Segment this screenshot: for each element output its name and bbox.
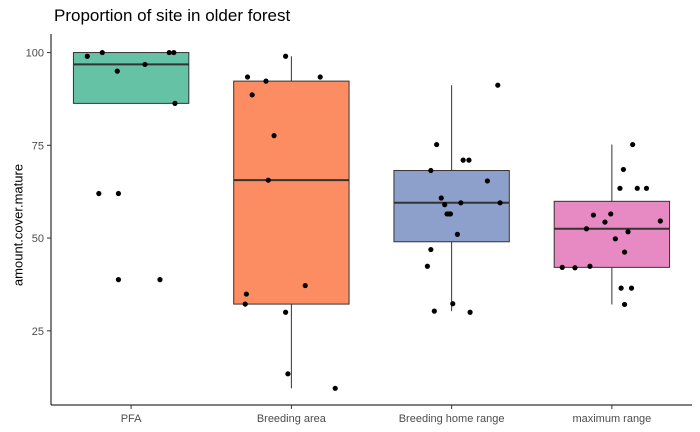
data-point (431, 308, 437, 314)
data-point (428, 167, 434, 174)
data-point (625, 229, 631, 235)
box-3 (393, 170, 510, 243)
data-point (497, 200, 503, 206)
axes-layer: 25 50 75 100 PFA Breeding area Breeding home r… (26, 34, 692, 425)
data-point (657, 218, 663, 224)
x-tick-label: maximum range (572, 413, 651, 425)
data-point (628, 285, 635, 291)
data-point (442, 202, 448, 208)
data-point (608, 211, 614, 217)
x-tick-label: Breeding area (257, 413, 327, 425)
x-tick-label: Breeding home range (399, 413, 505, 425)
data-point (242, 301, 248, 307)
data-point (157, 277, 163, 283)
data-point (428, 246, 434, 253)
y-tick-label: 100 (26, 48, 44, 60)
box-1 (72, 52, 190, 104)
data-point (454, 231, 460, 237)
data-point (114, 68, 120, 74)
data-point (438, 195, 444, 201)
data-point (283, 309, 289, 315)
boxes-layer (72, 52, 671, 389)
y-tick-label: 50 (32, 233, 44, 245)
chart-title: Proportion of site in older forest (54, 6, 291, 25)
data-point (612, 236, 618, 242)
data-point (643, 185, 650, 191)
data-point (249, 92, 255, 98)
data-point (265, 177, 271, 183)
data-point (590, 212, 597, 218)
data-point (115, 277, 122, 283)
data-point (583, 226, 590, 232)
data-point (285, 371, 291, 377)
x-tick-label: PFA (121, 413, 142, 425)
data-point (244, 74, 251, 80)
data-point (460, 157, 466, 163)
data-point (602, 219, 608, 225)
data-point (572, 265, 578, 271)
data-point (447, 211, 454, 217)
data-point (434, 141, 440, 148)
y-tick-label: 75 (32, 140, 44, 152)
data-point (620, 166, 627, 173)
data-point (621, 249, 628, 255)
data-point (115, 190, 122, 197)
data-point (302, 282, 308, 289)
data-point (172, 100, 178, 106)
data-point (630, 141, 636, 148)
data-point (484, 178, 490, 184)
data-point (634, 185, 640, 191)
y-tick-label: 25 (32, 326, 44, 338)
points-layer (84, 49, 663, 391)
data-point (559, 264, 565, 270)
data-point (84, 53, 90, 59)
data-point (96, 190, 102, 197)
data-point (617, 185, 623, 191)
data-point (271, 133, 277, 139)
data-point (263, 78, 269, 84)
data-point (467, 309, 473, 315)
box-2 (233, 80, 350, 305)
data-point (424, 263, 430, 269)
data-point (450, 301, 456, 307)
data-point (317, 74, 323, 80)
data-point (466, 157, 472, 163)
data-point (587, 263, 593, 269)
data-point (621, 301, 628, 308)
data-point (243, 291, 249, 297)
box-4 (553, 200, 671, 268)
data-point (283, 53, 289, 59)
data-point (495, 82, 501, 88)
data-point (458, 200, 464, 206)
data-point (99, 49, 105, 56)
data-point (171, 49, 177, 56)
data-point (166, 49, 172, 56)
data-point (618, 285, 624, 291)
data-point (332, 385, 338, 391)
data-point (142, 61, 148, 68)
